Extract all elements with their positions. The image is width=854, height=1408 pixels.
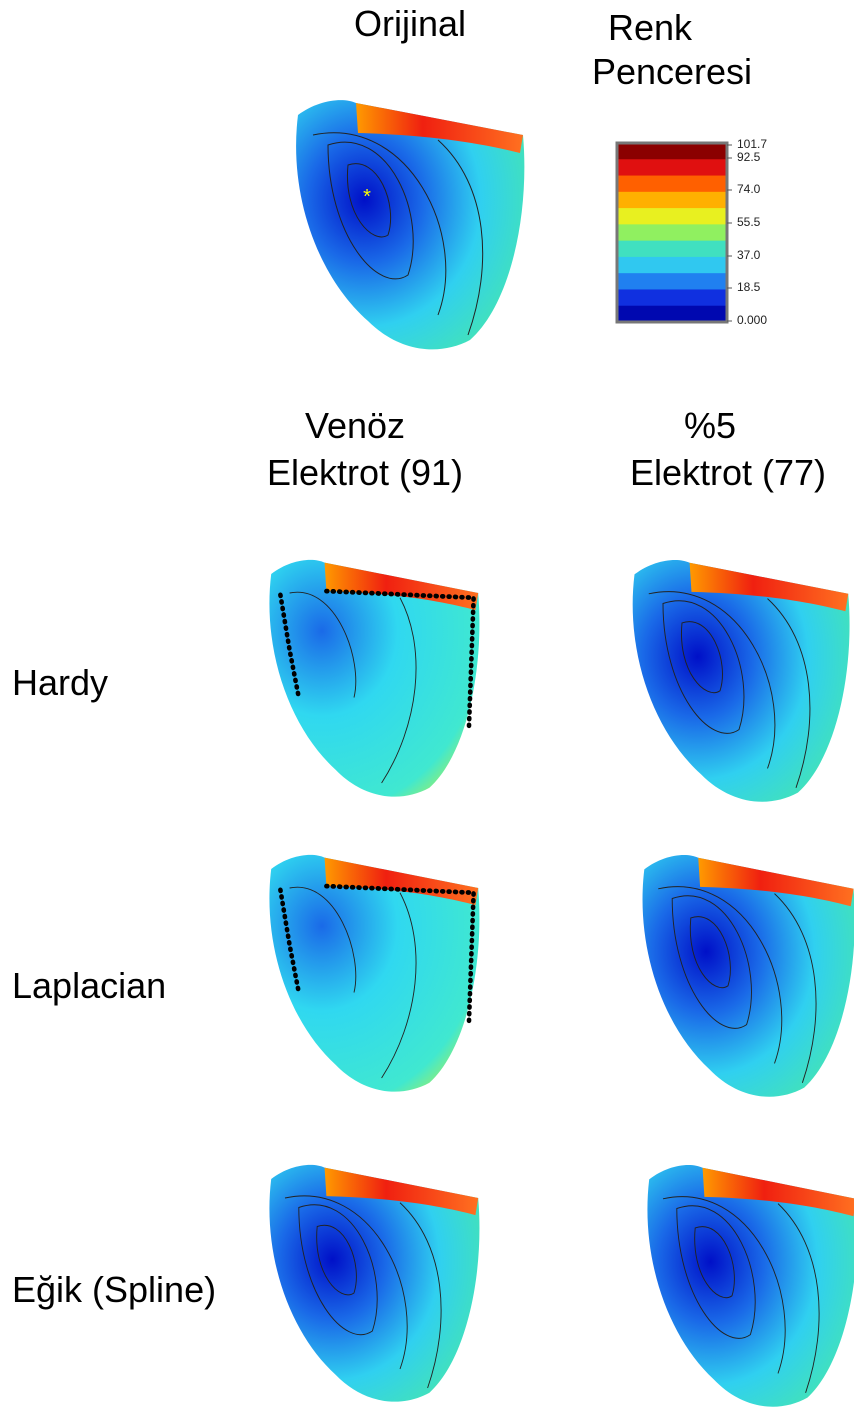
color-window-title: Renk [608, 7, 693, 48]
column-title: %5 [684, 405, 736, 446]
colorbar: 101.792.5 74.0 55.5 37.0 18.5 0.000 [617, 137, 767, 327]
map [269, 560, 479, 797]
color-band [617, 224, 727, 241]
row-label: Laplacian [12, 965, 166, 1006]
column-title: Elektrot (91) [267, 452, 463, 493]
map [269, 855, 479, 1092]
tick-label: 101.7 [737, 137, 767, 151]
map [647, 1165, 854, 1407]
tick-label: 92.5 [737, 150, 761, 164]
row-label: Hardy [12, 662, 108, 703]
map [633, 560, 850, 802]
original-title: Orijinal [354, 3, 466, 44]
tick-label: 55.5 [737, 215, 761, 229]
map [643, 855, 854, 1097]
color-band [617, 208, 727, 225]
map [269, 1165, 479, 1402]
color-band [617, 273, 727, 290]
tick-label: 0.000 [737, 313, 767, 327]
color-band [617, 143, 727, 160]
column-title: Venöz [305, 405, 405, 446]
row-label: Eğik (Spline) [12, 1269, 216, 1310]
color-band [617, 241, 727, 258]
color-band [617, 159, 727, 176]
tick-label: 37.0 [737, 248, 761, 262]
color-band [617, 176, 727, 193]
color-band [617, 306, 727, 323]
tick-label: 74.0 [737, 182, 761, 196]
column-title: Elektrot (77) [630, 452, 826, 493]
color-band [617, 192, 727, 209]
marker: * [363, 186, 371, 208]
color-band [617, 289, 727, 306]
color-window-title: Penceresi [592, 51, 752, 92]
color-band [617, 257, 727, 274]
figure: Orijinal Renk Penceresi * 101.792.5 74.0 5… [0, 0, 854, 1408]
tick-label: 18.5 [737, 280, 761, 294]
original-map [296, 100, 524, 349]
